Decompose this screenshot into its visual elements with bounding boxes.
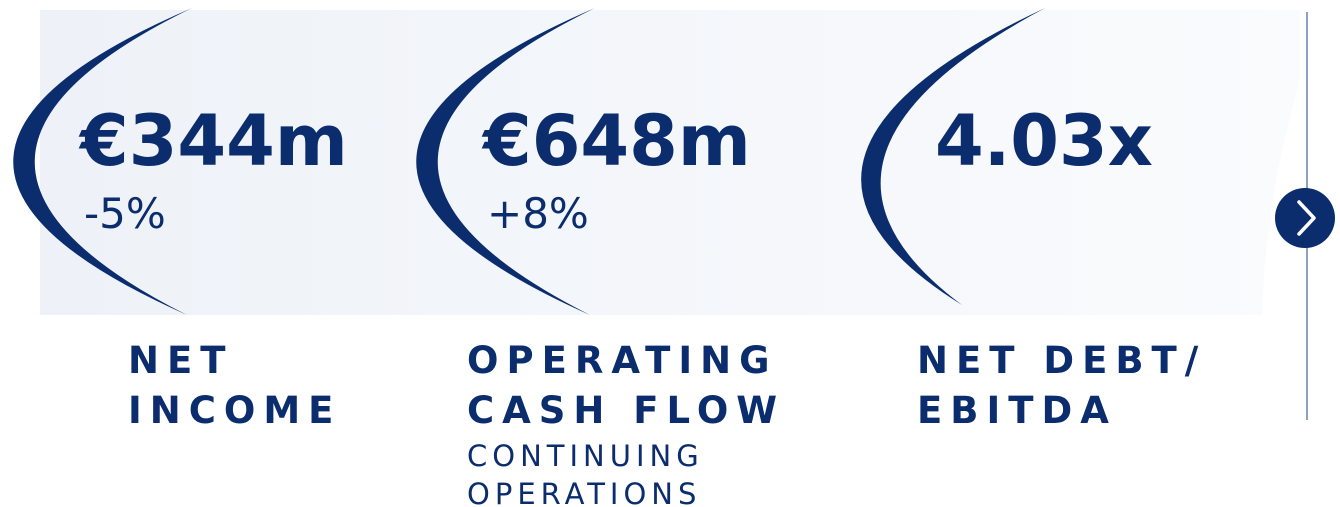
kpi-label: INCOME [128,389,342,432]
kpi-value: €344m [80,100,348,182]
kpi-sublabel: OPERATIONS [467,477,702,507]
kpi-label: OPERATING [467,339,778,382]
crescent [416,8,595,315]
next-button[interactable] [1275,188,1335,248]
kpi-label: NET DEBT/ [917,339,1207,382]
kpi-sublabel: CONTINUING [467,439,704,473]
kpi-change: -5% [84,189,166,238]
kpi-value: 4.03x [935,100,1153,182]
kpi-label: CASH FLOW [467,389,786,432]
kpi-label: EBITDA [917,389,1117,432]
kpi-change: +8% [487,189,589,238]
card-background [40,10,1300,315]
kpi-value: €648m [483,100,751,182]
kpi-label: NET [128,339,234,382]
crescent [13,8,192,315]
